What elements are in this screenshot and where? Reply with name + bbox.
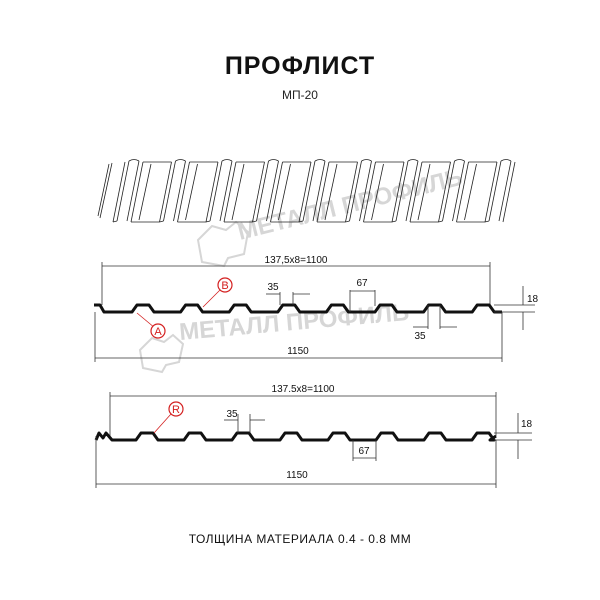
sheet-rib-line xyxy=(391,220,397,223)
profile-r-line xyxy=(94,431,497,442)
sheet-rib-line xyxy=(391,161,405,223)
sheet-rib-line xyxy=(256,160,269,222)
profile-model: МП-20 xyxy=(282,88,318,102)
bottom-width-label: 35 xyxy=(414,331,426,342)
sheet-rib-line xyxy=(361,159,372,162)
sheet-rib-line xyxy=(252,161,265,223)
sheet-rib-line xyxy=(464,163,477,221)
sheet-rib-line xyxy=(302,160,316,222)
sheet-rib-line xyxy=(405,160,419,222)
sheet-rib-line xyxy=(324,163,338,221)
sheet-rib-line xyxy=(252,220,257,223)
sheet-rib-line xyxy=(128,159,140,162)
sheet-rib-line xyxy=(345,220,350,223)
sheet-rib-line xyxy=(484,220,490,223)
callout-r xyxy=(168,401,184,417)
rib-top-width-label: 35 xyxy=(226,409,238,420)
total-width-label: 1150 xyxy=(287,346,309,357)
sheet-rib-line xyxy=(363,161,376,223)
height-label: 18 xyxy=(527,294,539,305)
sheet-rib-line xyxy=(221,159,233,162)
total-width-label: 1150 xyxy=(286,470,308,481)
sheet-rib-line xyxy=(185,163,198,221)
pitch-dimension-label: 137.5x8=1100 xyxy=(272,384,335,395)
sheet-rib-line xyxy=(349,160,362,222)
sheet-rib-line xyxy=(395,160,409,222)
callout-b xyxy=(217,277,233,293)
sheet-rib-line xyxy=(175,159,186,162)
sheet-rib-line xyxy=(417,163,431,221)
callout-a xyxy=(150,323,166,339)
sheet-rib-line xyxy=(159,220,164,223)
watermark-logo-icon xyxy=(138,333,185,374)
sheet-rib-line xyxy=(177,161,190,223)
sheet-rib-line xyxy=(359,160,372,222)
sheet-rib-line xyxy=(231,163,245,221)
sheet-rib-line xyxy=(138,163,152,221)
sheet-rib-line xyxy=(438,161,451,223)
sheet-rib-line xyxy=(163,160,176,222)
rib-top-width-label: 35 xyxy=(267,282,279,293)
sheet-rib-line xyxy=(488,160,502,222)
sheet-rib-line xyxy=(205,220,211,223)
sheet-rib-line xyxy=(500,159,512,162)
sheet-rib-line xyxy=(126,160,140,222)
sheet-rib-line xyxy=(452,160,465,222)
sheet-rib-line xyxy=(223,161,237,223)
sheet-rib-line xyxy=(438,220,443,223)
valley-width-label: 67 xyxy=(356,278,368,289)
sheet-rib-line xyxy=(484,161,498,223)
sheet-rib-line xyxy=(298,220,304,223)
page-title: ПРОФЛИСТ xyxy=(224,52,376,80)
material-thickness-note: ТОЛЩИНА МАТЕРИАЛА 0.4 - 0.8 ММ xyxy=(188,532,412,546)
pitch-dimension-label: 137,5x8=1100 xyxy=(265,255,328,266)
sheet-rib-line xyxy=(316,161,330,223)
sheet-rib-line xyxy=(278,163,291,221)
profile-a-line xyxy=(94,303,502,314)
watermark-1: МЕТАЛЛ ПРОФИЛЬ xyxy=(196,164,465,268)
sheet-rib-line xyxy=(409,161,423,223)
sheet-rib-line xyxy=(112,161,126,223)
sheet-rib-line xyxy=(209,160,223,222)
sheet-rib-line xyxy=(130,161,144,223)
sheet-rib-line xyxy=(116,160,130,222)
sheet-rib-line xyxy=(314,159,326,162)
sheet-rib-line xyxy=(219,160,233,222)
sheet-rib-line xyxy=(97,162,113,219)
sheet-rib-line xyxy=(270,161,283,223)
sheet-rib-line xyxy=(205,161,219,223)
sheet-rib-line xyxy=(407,159,419,162)
sheet-rib-line xyxy=(159,161,172,223)
sheet-rib-line xyxy=(312,160,326,222)
height-label: 18 xyxy=(521,419,533,430)
sheet-rib-line xyxy=(173,160,186,222)
sheet-rib-line xyxy=(266,160,279,222)
sheet-rib-line xyxy=(498,160,512,222)
sheet-3d-view xyxy=(97,159,516,223)
valley-width-label: 67 xyxy=(358,446,370,457)
sheet-rib-line xyxy=(345,161,358,223)
sheet-rib-line xyxy=(502,161,516,223)
callout-r-label: R xyxy=(172,404,180,416)
sheet-rib-line xyxy=(298,161,312,223)
profile-a: 137,5x8=1100 1150 35 67 35 18 A B xyxy=(94,255,539,362)
sheet-rib-line xyxy=(371,163,384,221)
profile-r: 137.5x8=1100 1150 35 67 18 R xyxy=(94,384,533,488)
callout-b-label: B xyxy=(221,280,228,292)
callout-a-label: A xyxy=(154,326,162,338)
sheet-rib-line xyxy=(268,159,279,162)
sheet-rib-line xyxy=(454,159,465,162)
watermark-logo-icon xyxy=(196,220,250,268)
sheet-rib-line xyxy=(456,161,469,223)
sheet-rib-line xyxy=(442,160,455,222)
sheet-rib-line xyxy=(112,220,118,223)
